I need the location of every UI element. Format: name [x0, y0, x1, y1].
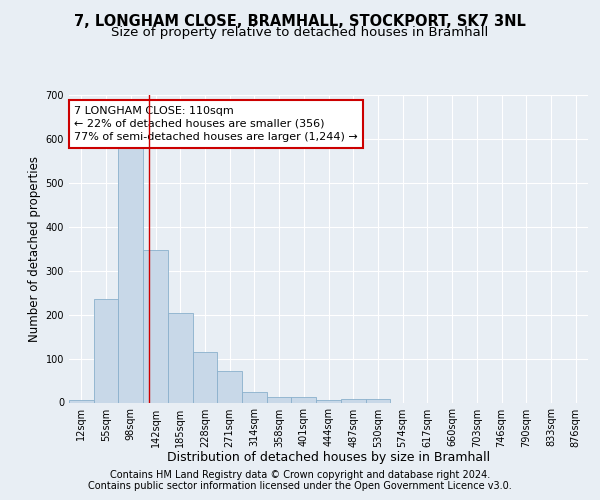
Text: Contains public sector information licensed under the Open Government Licence v3: Contains public sector information licen… — [88, 481, 512, 491]
Y-axis label: Number of detached properties: Number of detached properties — [28, 156, 41, 342]
Text: 7 LONGHAM CLOSE: 110sqm
← 22% of detached houses are smaller (356)
77% of semi-d: 7 LONGHAM CLOSE: 110sqm ← 22% of detache… — [74, 106, 358, 142]
Bar — [341, 399, 365, 402]
Text: Contains HM Land Registry data © Crown copyright and database right 2024.: Contains HM Land Registry data © Crown c… — [110, 470, 490, 480]
Bar — [217, 371, 242, 402]
Bar — [193, 352, 217, 403]
Bar — [69, 400, 94, 402]
Bar — [143, 250, 168, 402]
Bar — [365, 399, 390, 402]
Bar — [242, 392, 267, 402]
Bar — [316, 400, 341, 402]
Bar — [118, 144, 143, 402]
X-axis label: Distribution of detached houses by size in Bramhall: Distribution of detached houses by size … — [167, 451, 490, 464]
Text: 7, LONGHAM CLOSE, BRAMHALL, STOCKPORT, SK7 3NL: 7, LONGHAM CLOSE, BRAMHALL, STOCKPORT, S… — [74, 14, 526, 29]
Text: Size of property relative to detached houses in Bramhall: Size of property relative to detached ho… — [112, 26, 488, 39]
Bar — [292, 397, 316, 402]
Bar — [94, 300, 118, 403]
Bar — [267, 397, 292, 402]
Bar — [168, 314, 193, 402]
